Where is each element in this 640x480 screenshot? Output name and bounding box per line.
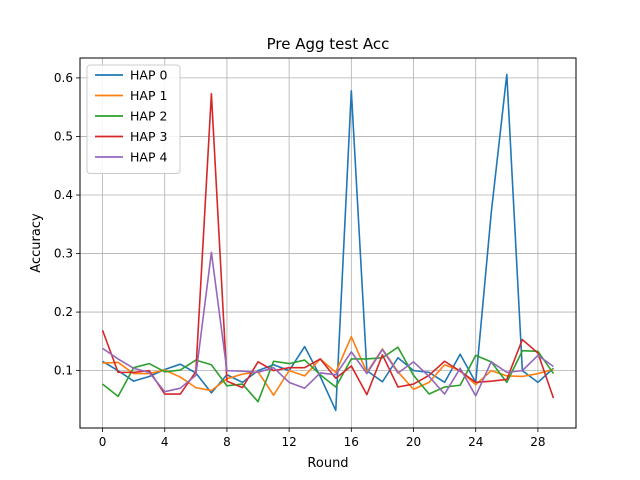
y-axis-ticks: 0.1 0.2 0.3 0.4 0.5 0.6: [54, 71, 80, 378]
legend-label: HAP 0: [130, 68, 167, 83]
legend-label: HAP 3: [130, 129, 167, 144]
series-line-hap-2: [102, 346, 555, 403]
legend-label: HAP 1: [130, 88, 167, 103]
x-tick-label: 8: [223, 435, 231, 449]
y-tick-label: 0.3: [54, 247, 73, 261]
x-tick-label: 28: [530, 435, 545, 449]
y-tick-label: 0.1: [54, 364, 73, 378]
x-tick-label: 20: [406, 435, 421, 449]
y-tick-label: 0.4: [54, 188, 73, 202]
x-tick-label: 24: [468, 435, 483, 449]
legend-label: HAP 2: [130, 109, 167, 124]
legend-label: HAP 4: [130, 150, 167, 165]
y-tick-label: 0.5: [54, 129, 73, 143]
x-axis-ticks: 0 4 8 12 16 20 24 28: [99, 428, 546, 449]
y-axis-label: Accuracy: [29, 213, 44, 273]
series-line-hap-4: [102, 251, 554, 397]
chart-title: Pre Agg test Acc: [267, 35, 390, 53]
legend-box: [86, 64, 181, 174]
series-line-hap-3: [101, 92, 555, 399]
y-tick-label: 0.2: [54, 305, 73, 319]
plot-frame: [79, 57, 577, 429]
x-tick-label: 12: [281, 435, 296, 449]
x-tick-label: 16: [344, 435, 359, 449]
x-tick-label: 0: [99, 435, 107, 449]
x-tick-label: 4: [161, 435, 169, 449]
x-axis-label: Round: [307, 456, 348, 471]
series-lines: [101, 73, 555, 412]
y-tick-label: 0.6: [54, 71, 73, 85]
series-line-hap-0: [102, 73, 554, 412]
legend: HAP 0 HAP 1 HAP 2 HAP 3 HAP 4: [86, 64, 181, 174]
